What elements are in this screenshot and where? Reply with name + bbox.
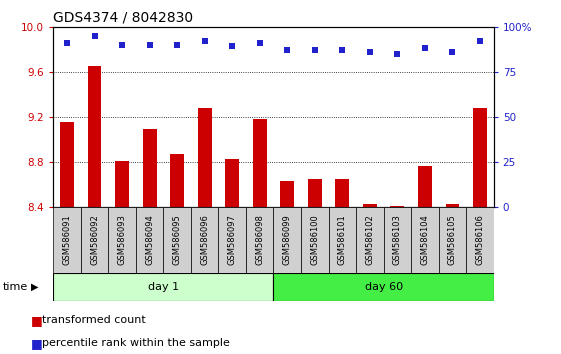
Text: percentile rank within the sample: percentile rank within the sample <box>42 338 230 348</box>
Text: GSM586092: GSM586092 <box>90 215 99 265</box>
Text: GSM586093: GSM586093 <box>118 215 127 265</box>
Bar <box>136 207 163 273</box>
Bar <box>60 122 74 207</box>
Text: GSM586097: GSM586097 <box>228 215 237 265</box>
Text: GSM586094: GSM586094 <box>145 215 154 265</box>
Text: ■: ■ <box>31 337 42 350</box>
Bar <box>363 204 376 207</box>
Text: GSM586103: GSM586103 <box>393 215 402 265</box>
Bar <box>171 154 184 207</box>
Bar <box>301 207 329 273</box>
Point <box>228 44 237 49</box>
Bar <box>445 204 459 207</box>
Point <box>90 33 99 39</box>
Point <box>448 49 457 55</box>
Point <box>365 49 374 55</box>
Bar <box>198 108 211 207</box>
Text: GSM586095: GSM586095 <box>173 215 182 265</box>
Text: day 1: day 1 <box>148 282 179 292</box>
Text: GSM586091: GSM586091 <box>63 215 72 265</box>
Text: GSM586104: GSM586104 <box>420 215 429 265</box>
Bar <box>356 207 384 273</box>
Point <box>475 38 484 44</box>
Bar <box>335 179 349 207</box>
Point <box>200 38 209 44</box>
Point <box>145 42 154 47</box>
Bar <box>473 108 487 207</box>
Bar <box>411 207 439 273</box>
Bar <box>253 119 266 207</box>
Point <box>118 42 127 47</box>
Point <box>420 45 429 51</box>
Point <box>393 51 402 56</box>
Bar <box>108 207 136 273</box>
Bar <box>53 273 274 301</box>
Bar <box>280 181 294 207</box>
Text: GSM586106: GSM586106 <box>475 215 484 265</box>
Text: GSM586100: GSM586100 <box>310 215 319 265</box>
Text: GSM586105: GSM586105 <box>448 215 457 265</box>
Bar <box>88 66 102 207</box>
Bar <box>81 207 108 273</box>
Text: time: time <box>3 282 28 292</box>
Text: GSM586099: GSM586099 <box>283 215 292 265</box>
Bar <box>218 207 246 273</box>
Point <box>338 47 347 53</box>
Text: GSM586096: GSM586096 <box>200 215 209 265</box>
Bar <box>308 179 321 207</box>
Bar <box>466 207 494 273</box>
Bar <box>273 207 301 273</box>
Text: GSM586101: GSM586101 <box>338 215 347 265</box>
Text: day 60: day 60 <box>365 282 403 292</box>
Bar <box>390 206 404 207</box>
Bar <box>274 273 494 301</box>
Bar <box>384 207 411 273</box>
Text: GSM586102: GSM586102 <box>365 215 374 265</box>
Text: transformed count: transformed count <box>42 315 146 325</box>
Point <box>63 40 72 46</box>
Bar <box>191 207 218 273</box>
Text: GDS4374 / 8042830: GDS4374 / 8042830 <box>53 11 194 25</box>
Bar <box>418 166 432 207</box>
Bar <box>53 207 81 273</box>
Text: ■: ■ <box>31 314 42 327</box>
Bar <box>329 207 356 273</box>
Bar <box>226 159 239 207</box>
Point <box>173 42 182 47</box>
Bar <box>115 161 129 207</box>
Text: GSM586098: GSM586098 <box>255 215 264 265</box>
Bar <box>163 207 191 273</box>
Text: ▶: ▶ <box>31 282 39 292</box>
Bar <box>439 207 466 273</box>
Bar <box>246 207 274 273</box>
Point <box>283 47 292 53</box>
Point <box>310 47 319 53</box>
Point <box>255 40 264 46</box>
Bar <box>142 129 157 207</box>
